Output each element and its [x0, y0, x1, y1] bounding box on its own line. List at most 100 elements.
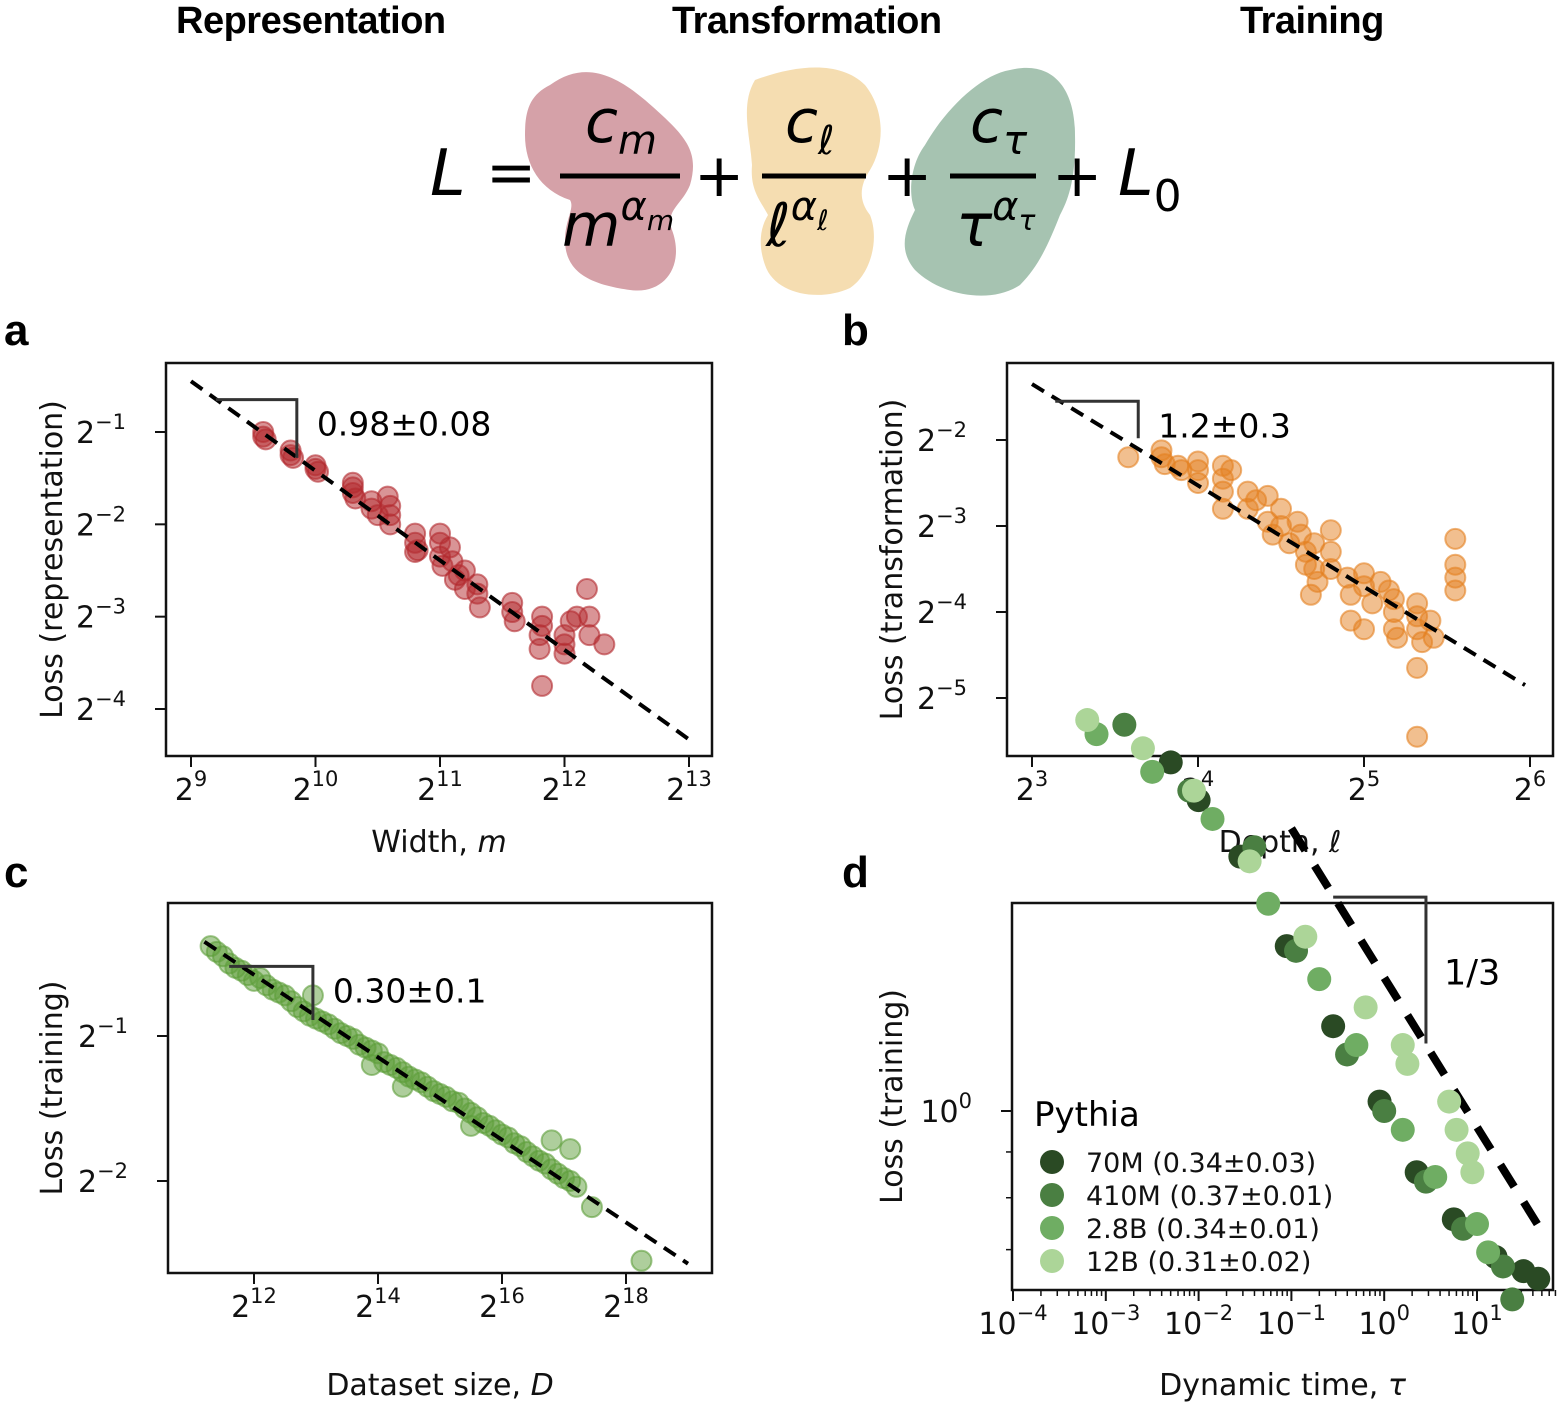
- representation-blob: [525, 72, 693, 291]
- x-tick-label: 212: [542, 767, 588, 808]
- y-tick-label: 2−4: [917, 590, 967, 631]
- x-tick-label: 101: [1451, 1301, 1503, 1342]
- data-point: [1490, 1254, 1515, 1279]
- data-point: [578, 605, 601, 628]
- data-point: [1386, 626, 1409, 649]
- data-point: [1237, 849, 1262, 874]
- formula-equals: =: [486, 138, 536, 208]
- legend-label: 12B (0.31±0.02): [1086, 1247, 1311, 1278]
- data-point: [1307, 967, 1332, 992]
- formula-lhs: L: [430, 137, 466, 211]
- y-tick-label: 2−2: [78, 1159, 128, 1200]
- data-point: [1406, 725, 1429, 748]
- term1-denominator: mαm: [562, 184, 674, 261]
- legend-marker: [1040, 1183, 1064, 1207]
- y-tick-label: 2−3: [917, 504, 967, 545]
- x-tick-label: 10−4: [978, 1301, 1047, 1342]
- data-point: [1444, 579, 1467, 602]
- data-point: [1476, 1240, 1501, 1265]
- data-point: [1500, 1287, 1525, 1312]
- data-point: [1526, 1266, 1551, 1291]
- y-tick-label: 2−3: [76, 595, 126, 636]
- x-tick-label: 26: [1514, 767, 1546, 808]
- y-axis-label: Loss (training): [875, 989, 910, 1204]
- data-point: [1406, 656, 1429, 679]
- data-point: [1187, 472, 1209, 494]
- data-point: [468, 596, 491, 619]
- slope-triangle: [1333, 895, 1428, 1044]
- y-tick-label: 2−2: [76, 502, 126, 543]
- fit-line: [203, 940, 690, 1266]
- data-point: [1158, 750, 1183, 775]
- panel-letter-b: b: [842, 306, 869, 355]
- term3-denominator: τατ: [956, 184, 1036, 261]
- y-axis-label: Loss (training): [35, 981, 70, 1196]
- data-point: [1130, 736, 1155, 761]
- data-point: [1299, 583, 1322, 606]
- term2-numerator: cℓ: [785, 87, 835, 164]
- data-point: [254, 428, 277, 451]
- data-point: [1437, 1089, 1462, 1114]
- x-tick-label: 10−3: [1071, 1301, 1140, 1342]
- data-point: [1465, 1212, 1489, 1237]
- x-tick-label: 213: [666, 767, 712, 808]
- data-point: [1220, 459, 1243, 482]
- legend-label: 2.8B (0.34±0.01): [1086, 1214, 1320, 1245]
- legend: Pythia 70M (0.34±0.03)410M (0.37±0.01)2.8…: [1034, 1095, 1333, 1278]
- x-tick-label: 23: [1016, 767, 1048, 808]
- data-point: [593, 633, 616, 656]
- slope-annotation: 1.2±0.3: [1158, 406, 1291, 445]
- loss-formula: L = cm mαm + cℓ ℓαℓ + cτ τατ + L0: [430, 67, 1182, 296]
- data-point: [1444, 1117, 1469, 1142]
- data-point: [1353, 618, 1375, 641]
- data-point: [1319, 519, 1342, 542]
- plot-frame: [166, 901, 714, 1275]
- reference-line: [1288, 826, 1541, 1227]
- data-point: [1293, 924, 1318, 949]
- y-tick-label: 2−5: [917, 676, 967, 717]
- legend-marker: [1040, 1150, 1064, 1174]
- slope-annotation: 0.98±0.08: [317, 405, 492, 444]
- fit-line: [1030, 382, 1527, 687]
- data-point: [575, 577, 598, 600]
- data-point: [1117, 446, 1140, 469]
- x-tick-label: 211: [417, 767, 463, 808]
- legend-marker: [1040, 1216, 1064, 1240]
- data-point: [1395, 1051, 1420, 1076]
- legend-label: 410M (0.37±0.01): [1086, 1181, 1333, 1212]
- x-axis-label: Dynamic time, τ: [1159, 1368, 1407, 1403]
- data-point: [553, 642, 576, 665]
- data-point: [1353, 995, 1378, 1020]
- header-transformation: Transformation: [672, 0, 942, 42]
- panel-letter-a: a: [4, 306, 29, 355]
- plus-1: +: [694, 141, 744, 211]
- data-point: [1140, 759, 1165, 784]
- x-tick-label: 218: [603, 1284, 649, 1325]
- panel-letter-c: c: [4, 848, 29, 897]
- data-point: [1390, 1033, 1415, 1058]
- term3-numerator: cτ: [970, 87, 1028, 164]
- data-point: [1444, 527, 1467, 550]
- data-point: [1344, 1033, 1369, 1058]
- data-point: [341, 471, 364, 494]
- legend-title: Pythia: [1034, 1095, 1140, 1135]
- plus-2: +: [882, 141, 932, 211]
- x-axis-label: Width, m: [371, 825, 506, 860]
- data-point: [1361, 592, 1384, 615]
- chart-c: 212 214 216 218 2−1 2−2 Dataset size, D Loss (t…: [35, 901, 714, 1403]
- slope-triangle: [1055, 399, 1140, 439]
- legend-label: 70M (0.34±0.03): [1086, 1148, 1316, 1179]
- term2-denominator: ℓαℓ: [765, 184, 829, 261]
- y-axis-label: Loss (representation): [35, 400, 70, 719]
- data-point: [1211, 497, 1234, 520]
- y-tick-label: 2−1: [76, 410, 126, 451]
- y-tick-label: 2−4: [76, 687, 126, 728]
- data-point: [1200, 806, 1225, 831]
- data-point: [1112, 712, 1137, 737]
- legend-marker: [1040, 1249, 1064, 1273]
- plus-3: +: [1052, 141, 1102, 211]
- data-point: [1075, 708, 1100, 733]
- x-tick-label: 210: [293, 767, 339, 808]
